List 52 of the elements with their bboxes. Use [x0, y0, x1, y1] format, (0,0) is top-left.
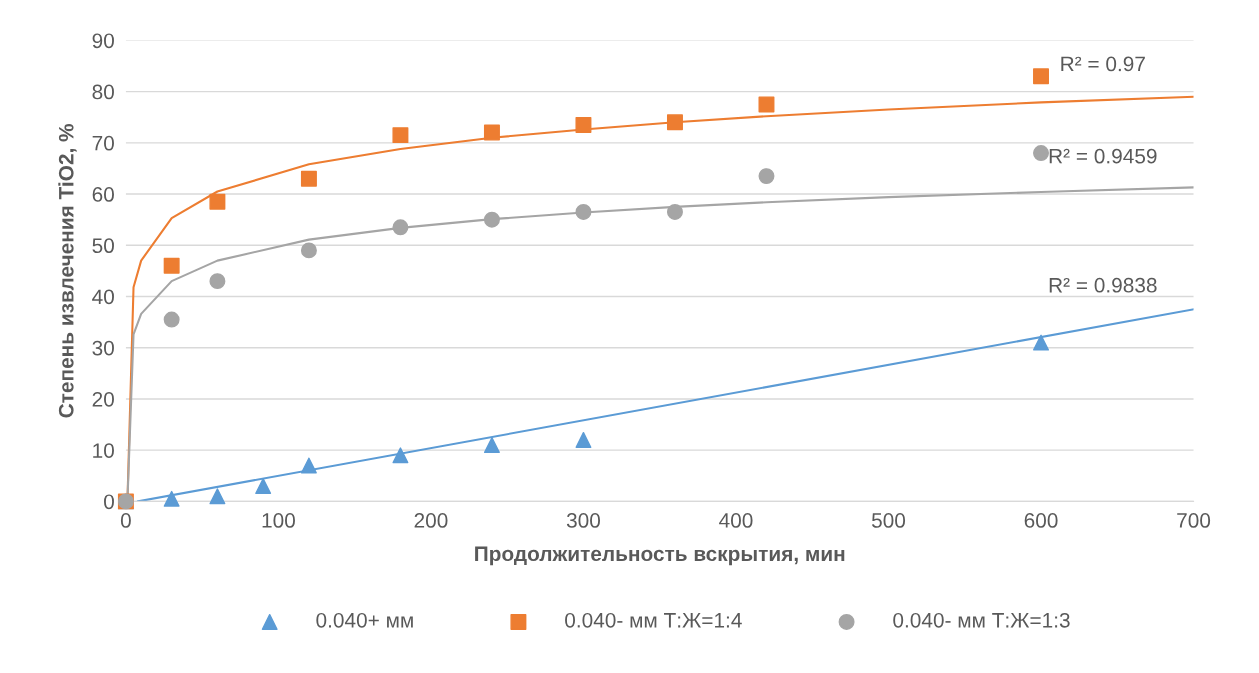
point: [666, 114, 683, 131]
point: [666, 203, 683, 220]
x-tick-label: 600: [1024, 513, 1058, 528]
x-tick-label: 200: [414, 513, 448, 528]
x-tick-label: 0: [120, 513, 131, 528]
point: [483, 211, 500, 228]
legend-label: 0.040- мм Т:Ж=1:3: [893, 612, 1070, 628]
annotation: R² = 0.9459: [1049, 148, 1157, 164]
y-tick-label: 20: [92, 391, 114, 407]
y-tick-label: 80: [92, 84, 114, 100]
point: [575, 431, 592, 448]
y-tick-label: 70: [92, 135, 114, 151]
point: [209, 273, 226, 290]
y-tick-label: 10: [93, 443, 114, 458]
y-tick-label: 40: [92, 289, 114, 305]
annotation: R² = 0.97: [1061, 56, 1145, 72]
x-tick-label: 300: [566, 513, 601, 528]
annotation: R² = 0.9838: [1049, 277, 1157, 293]
point: [209, 193, 226, 210]
y-tick-label: 0: [104, 494, 114, 510]
point: [1033, 334, 1049, 351]
y-tick-label: 90: [92, 33, 114, 49]
point: [575, 116, 592, 133]
point: [483, 124, 500, 141]
y-tick-label: 30: [92, 340, 114, 356]
point: [163, 490, 180, 507]
point: [392, 219, 409, 236]
point: [758, 96, 775, 113]
y-tick-label: 50: [92, 238, 114, 254]
legend-label: 0.040+ мм: [316, 612, 413, 628]
y-tick-label: 60: [92, 187, 114, 202]
point: [758, 168, 775, 185]
point: [300, 170, 317, 187]
x-tick-label: 500: [871, 513, 906, 528]
x-tick-label: 100: [262, 513, 295, 528]
point: [1033, 145, 1049, 162]
x-tick-label: 400: [719, 513, 753, 528]
point: [300, 242, 317, 259]
point: [483, 437, 500, 454]
point: [255, 478, 272, 494]
y-axis-title: Степень извлечения TiO2, %: [58, 123, 77, 418]
point: [163, 257, 180, 274]
point: [392, 127, 409, 144]
point: [163, 311, 180, 328]
legend-label: 0.040- мм Т:Ж=1:4: [565, 612, 742, 628]
point: [392, 447, 409, 464]
point: [575, 203, 592, 220]
point: [209, 488, 226, 505]
point: [300, 457, 317, 474]
x-tick-label: 700: [1177, 513, 1211, 528]
point: [1033, 68, 1049, 85]
x-axis-title: Продолжительность вскрытия, мин: [475, 546, 845, 566]
